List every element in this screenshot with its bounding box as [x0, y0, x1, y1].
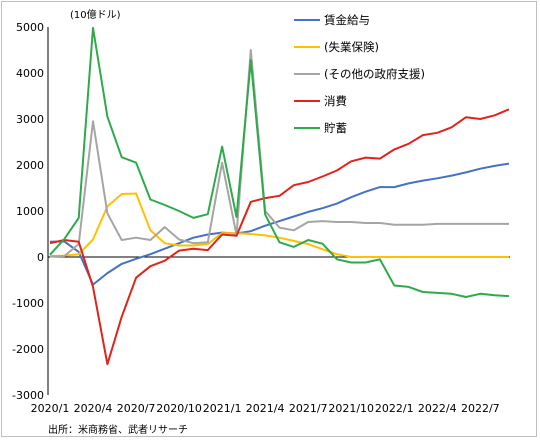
x-tick-label: 2022/1 — [375, 402, 414, 415]
y-tick-label: 4000 — [16, 67, 44, 80]
source-note: 出所：米商務省、武者リサーチ — [48, 423, 188, 436]
x-tick-label: 2021/7 — [289, 402, 328, 415]
y-tick-label: 5000 — [16, 21, 44, 34]
x-tick-label: 2020/10 — [156, 402, 202, 415]
y-tick-label: 0 — [37, 251, 44, 264]
series-lines — [49, 26, 510, 366]
x-tick-label: 2022/4 — [418, 402, 457, 415]
series-line — [49, 162, 510, 286]
legend-label: (その他の政府支援) — [324, 67, 425, 81]
x-tick-label: 2021/10 — [328, 402, 374, 415]
series-line — [49, 26, 510, 298]
y-tick-label: 3000 — [16, 113, 44, 126]
series-line — [49, 108, 510, 366]
x-tick-label: 2020/7 — [117, 402, 156, 415]
series-line — [49, 49, 509, 258]
legend-label: 貯蓄 — [324, 121, 347, 135]
x-tick-label: 2020/1 — [31, 402, 70, 415]
x-tick-label: 2020/4 — [74, 402, 113, 415]
y-tick-label: 1000 — [16, 205, 44, 218]
y-tick-label: -3000 — [12, 389, 44, 402]
x-tick-label: 2022/7 — [461, 402, 500, 415]
y-tick-label: 2000 — [16, 159, 44, 172]
x-tick-label: 2021/4 — [246, 402, 285, 415]
legend-label: 賃金給与 — [324, 13, 370, 27]
x-tick-label: 2021/1 — [203, 402, 242, 415]
y-tick-label: -2000 — [12, 343, 44, 356]
unit-label: (10億ドル) — [70, 8, 121, 21]
legend-label: 消費 — [324, 94, 347, 108]
y-tick-labels: -3000 -2000 -1000 0 1000 2000 3000 4000 5000 — [12, 21, 44, 402]
legend-label: (失業保険) — [324, 40, 379, 54]
series-line — [49, 192, 509, 258]
y-tick-label: -1000 — [12, 297, 44, 310]
x-tick-labels: 2020/1 2020/4 2020/7 2020/10 2021/1 2021/4 202… — [31, 402, 500, 415]
